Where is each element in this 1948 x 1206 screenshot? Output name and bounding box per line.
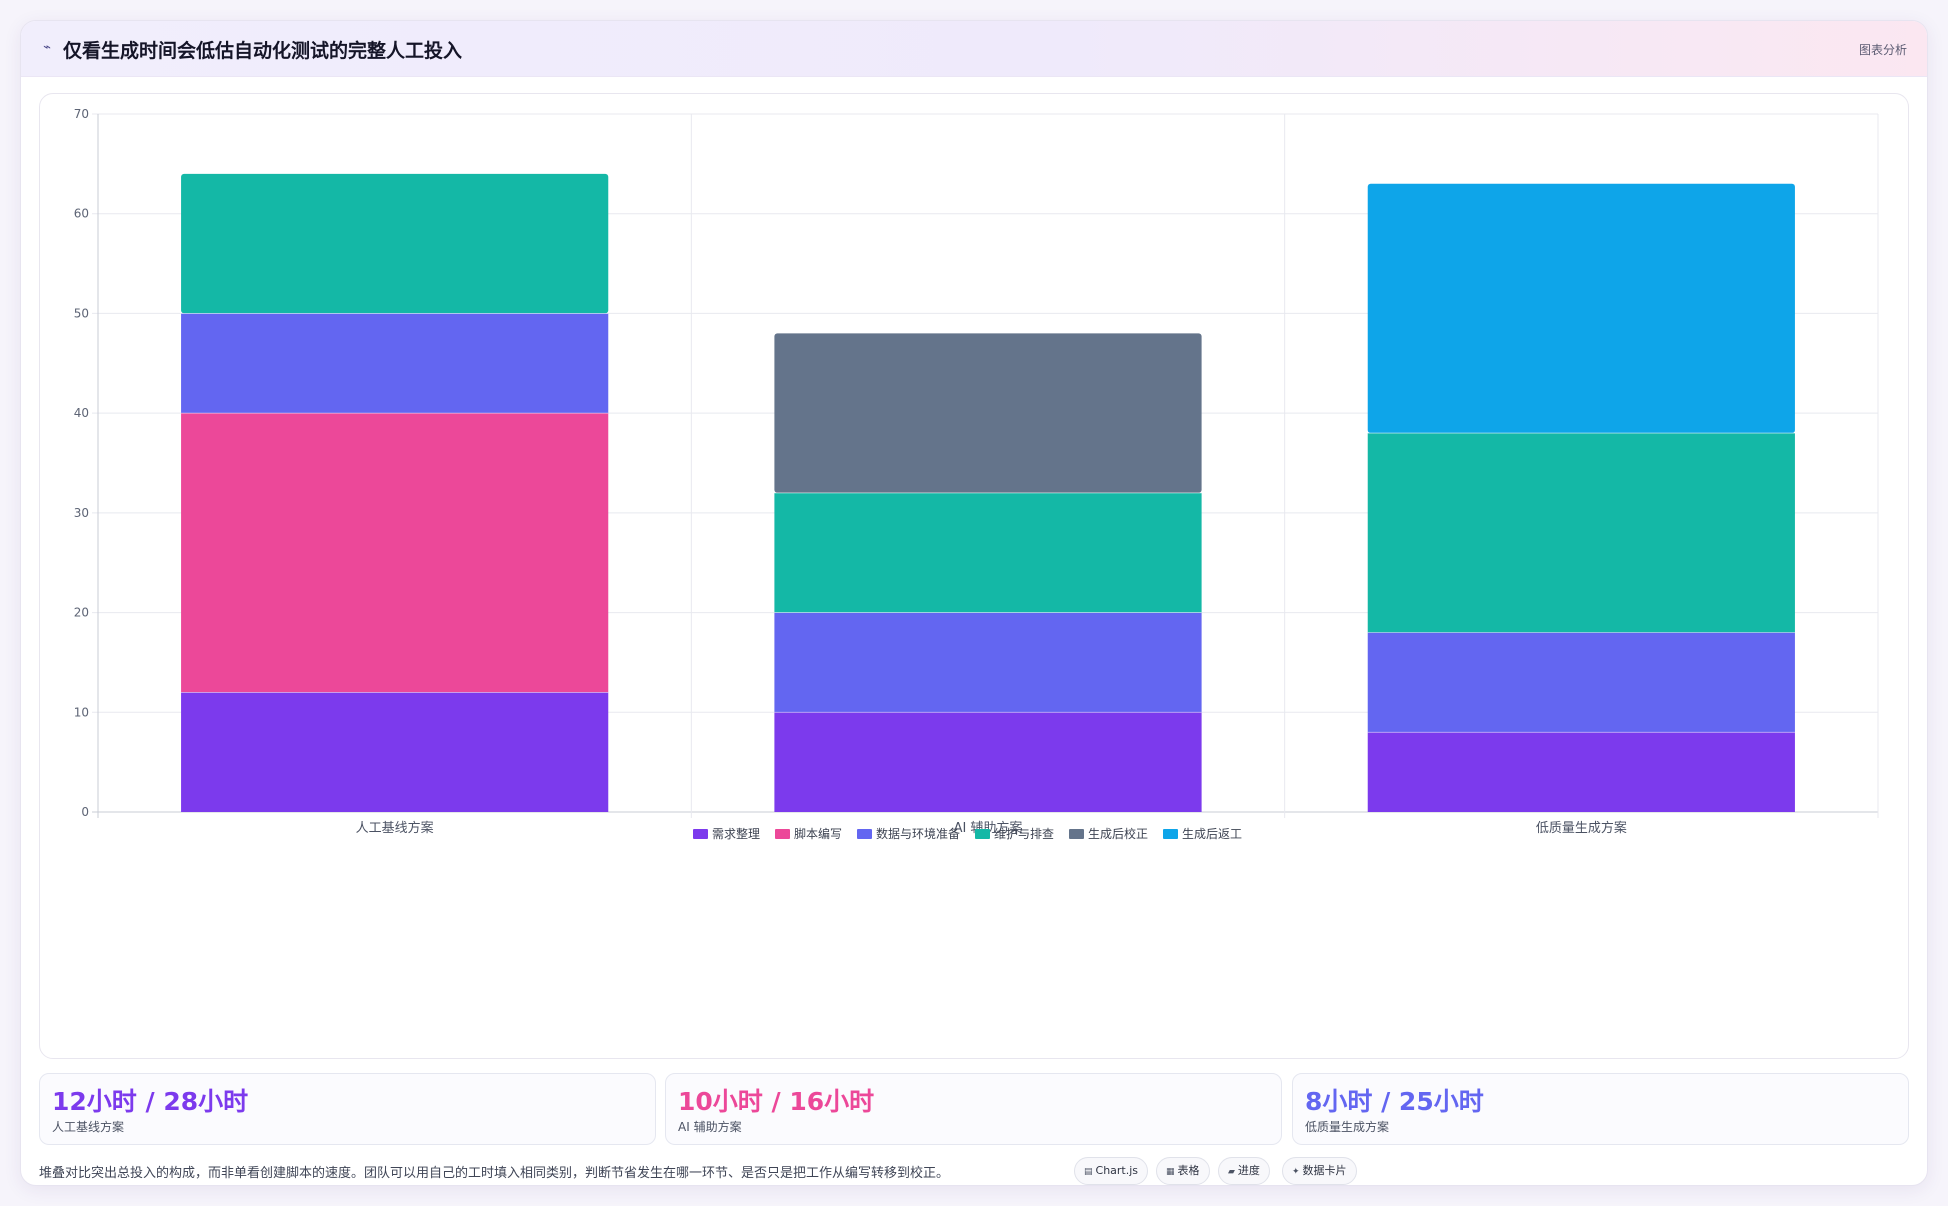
legend-label: 需求整理 [712,826,760,841]
x-tick-label: 人工基线方案 [356,820,434,836]
progress-icon: ▰ [1228,1167,1235,1177]
legend-swatch [775,829,790,839]
stat-value: 8小时 / 25小时 [1305,1087,1484,1116]
bar-segment [181,413,609,693]
stat-cards: 12小时 / 28小时 人工基线方案 10小时 / 16小时 AI 辅助方案 8… [39,1073,1909,1145]
legend-swatch [1069,829,1084,839]
bar-segment [774,712,1202,812]
y-tick-label: 10 [74,705,89,719]
chip-label: 表格 [1177,1164,1200,1177]
stat-label: 人工基线方案 [52,1120,125,1134]
y-tick-label: 20 [74,606,89,620]
y-tick-label: 0 [81,805,89,819]
bar-segment [774,333,1202,493]
legend-swatch [1163,829,1178,839]
legend-swatch [857,829,872,839]
bar-segment [1367,183,1795,434]
y-tick-label: 70 [74,107,89,121]
chart-analysis-tag: 图表分析 [1858,43,1907,57]
stat-card-baseline: 12小时 / 28小时 人工基线方案 [39,1073,656,1145]
bar-segment [774,492,1202,613]
stacked-bar-chart: 0 10 20 30 40 50 60 70 人工基线方案 AI 辅助方案 低质量生成方案 需求整理 脚… [74,107,1879,841]
footer-note: 堆叠对比突出总投入的构成，而非单看创建脚本的速度。团队可以用自己的工时填入相同类… [39,1166,950,1181]
chip-table[interactable]: ▦ 表格 [1156,1157,1210,1185]
y-tick-label: 60 [74,207,89,221]
stat-label: AI 辅助方案 [678,1120,742,1134]
bar-segment [181,173,609,314]
bar-segment [774,612,1202,713]
chip-chartjs[interactable]: ▤ Chart.js [1074,1157,1149,1185]
y-tick-label: 50 [74,306,89,320]
stat-card-low-quality: 8小时 / 25小时 低质量生成方案 [1292,1073,1909,1145]
legend-label: 数据与环境准备 [876,826,960,841]
y-tick-label: 30 [74,506,89,520]
card-header: ⌁ 仅看生成时间会低估自动化测试的完整人工投入 图表分析 [21,21,1927,77]
stat-label: 低质量生成方案 [1305,1120,1390,1134]
chart-card: ⌁ 仅看生成时间会低估自动化测试的完整人工投入 图表分析 0 10 20 30 40 50… [20,20,1928,1186]
legend-swatch [693,829,708,839]
legend-label: 生成后返工 [1182,827,1242,841]
sparkle-icon: ✦ [1292,1167,1300,1177]
table-icon: ▦ [1166,1167,1175,1177]
legend-label: 脚本编写 [794,826,842,841]
chip-label: Chart.js [1095,1164,1139,1177]
bar-segment [1367,632,1795,733]
chip-data-card[interactable]: ✦ 数据卡片 [1282,1157,1357,1185]
chart-line-icon: ⌁ [43,40,51,55]
stat-value: 10小时 / 16小时 [678,1087,875,1116]
bar-segment [181,692,609,812]
chart-panel: 0 10 20 30 40 50 60 70 人工基线方案 AI 辅助方案 低质量生成方案 需求整理 脚… [39,93,1909,1059]
chart-icon: ▤ [1084,1167,1093,1177]
y-tick-label: 40 [74,406,89,420]
bar-segment [1367,732,1795,812]
x-tick-label: AI 辅助方案 [954,820,1023,836]
x-tick-label: 低质量生成方案 [1536,820,1627,836]
legend-swatch [975,829,990,839]
stat-card-ai-assisted: 10小时 / 16小时 AI 辅助方案 [665,1073,1282,1145]
bar-segment [181,313,609,414]
stat-value: 12小时 / 28小时 [52,1087,249,1116]
chip-label: 数据卡片 [1302,1164,1347,1177]
bar-segment [1367,433,1795,633]
chart-title: 仅看生成时间会低估自动化测试的完整人工投入 [63,40,463,62]
chip-label: 进度 [1237,1164,1260,1177]
legend-label: 生成后校正 [1088,826,1148,841]
legend-label: 维护与排查 [994,827,1054,841]
chip-progress[interactable]: ▰ 进度 [1218,1157,1270,1185]
